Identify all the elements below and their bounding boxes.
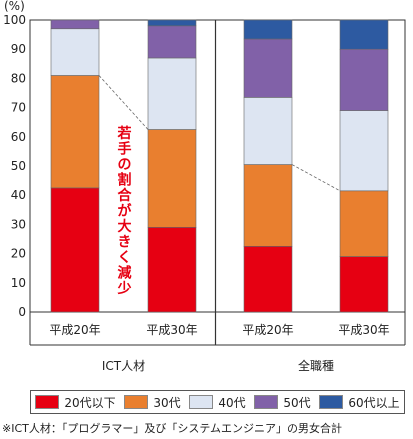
y-tick-label: 10 — [11, 276, 26, 290]
legend-swatch — [35, 395, 60, 409]
annotation-char: 合 — [118, 187, 133, 204]
bar-segment — [339, 19, 389, 50]
bar-segment — [339, 190, 389, 257]
x-tick-label: 平成20年 — [49, 323, 100, 337]
legend-item: 40代 — [189, 394, 246, 411]
group-label: 全職種 — [298, 358, 334, 373]
legend-swatch — [189, 395, 214, 409]
y-tick-label: 70 — [11, 101, 26, 115]
legend-item: 50代 — [254, 394, 311, 411]
y-axis-label: (%) — [4, 0, 25, 13]
bar-segment — [147, 25, 197, 59]
y-tick-label: 90 — [11, 42, 26, 56]
x-tick-label: 平成30年 — [338, 323, 389, 337]
y-tick-label: 30 — [11, 217, 26, 231]
bars — [50, 19, 389, 313]
y-tick-label: 40 — [11, 188, 26, 202]
bar-segment — [50, 28, 100, 76]
legend-item: 60代以上 — [319, 394, 400, 411]
axes: 0 10 20 30 40 50 60 70 80 90 100(%) — [3, 0, 406, 346]
annotation-char: 若 — [117, 125, 132, 142]
y-tick-label: 100 — [3, 13, 26, 27]
legend-label: 30代 — [153, 395, 181, 410]
connector-lines — [98, 75, 341, 192]
bar-segment — [147, 57, 197, 130]
annotation-char: 少 — [117, 280, 132, 297]
annotation-char: 減 — [118, 265, 132, 282]
x-tick-label: 平成30年 — [146, 323, 197, 337]
bar-segment — [243, 246, 293, 313]
legend-swatch — [124, 395, 149, 409]
annotation-char: き — [118, 235, 132, 251]
y-tick-label: 50 — [11, 159, 26, 173]
plot-frame — [29, 19, 406, 313]
group-label: ICT人材 — [102, 359, 145, 373]
legend: 20代以下 30代 40代 50代 60代以上 — [30, 390, 405, 414]
bar-segment — [243, 38, 293, 98]
y-tick-label: 0 — [18, 305, 26, 319]
dashed-connector — [291, 164, 341, 192]
bar-segment — [243, 97, 293, 165]
bar-segment — [50, 19, 100, 30]
legend-item: 20代以下 — [35, 394, 116, 411]
annotation-char: く — [118, 250, 132, 266]
x-tick-label: 平成20年 — [242, 323, 293, 337]
bar-segment — [50, 75, 100, 189]
annotation-char: 割 — [118, 172, 132, 189]
bar-segment — [339, 256, 389, 313]
bar-segment — [147, 227, 197, 313]
legend-item: 30代 — [124, 394, 181, 411]
bar-segment — [339, 110, 389, 192]
legend-label: 50代 — [283, 395, 311, 410]
annotation-char: 大 — [118, 218, 132, 235]
dashed-connector — [98, 75, 149, 130]
annotation-char: が — [118, 203, 133, 220]
footnote: ※ICT人材：「プログラマー」及び「システムエンジニア」の男女合計 — [2, 422, 343, 435]
legend-label: 20代以下 — [64, 395, 116, 410]
y-tick-label: 80 — [11, 71, 26, 85]
legend-swatch — [254, 395, 279, 409]
legend-label: 60代以上 — [348, 395, 400, 410]
legend-label: 40代 — [218, 395, 246, 410]
bar-segment — [147, 19, 197, 27]
bar-segment — [50, 187, 100, 313]
bar-segment — [147, 129, 197, 228]
y-tick-label: 60 — [11, 130, 26, 144]
bar-segment — [339, 48, 389, 111]
y-tick-label: 20 — [11, 247, 26, 261]
bar-segment — [243, 164, 293, 247]
legend-swatch — [319, 395, 344, 409]
annotation-char: 手 — [118, 141, 132, 158]
bar-segment — [243, 19, 293, 40]
annotation-char: の — [118, 157, 132, 173]
